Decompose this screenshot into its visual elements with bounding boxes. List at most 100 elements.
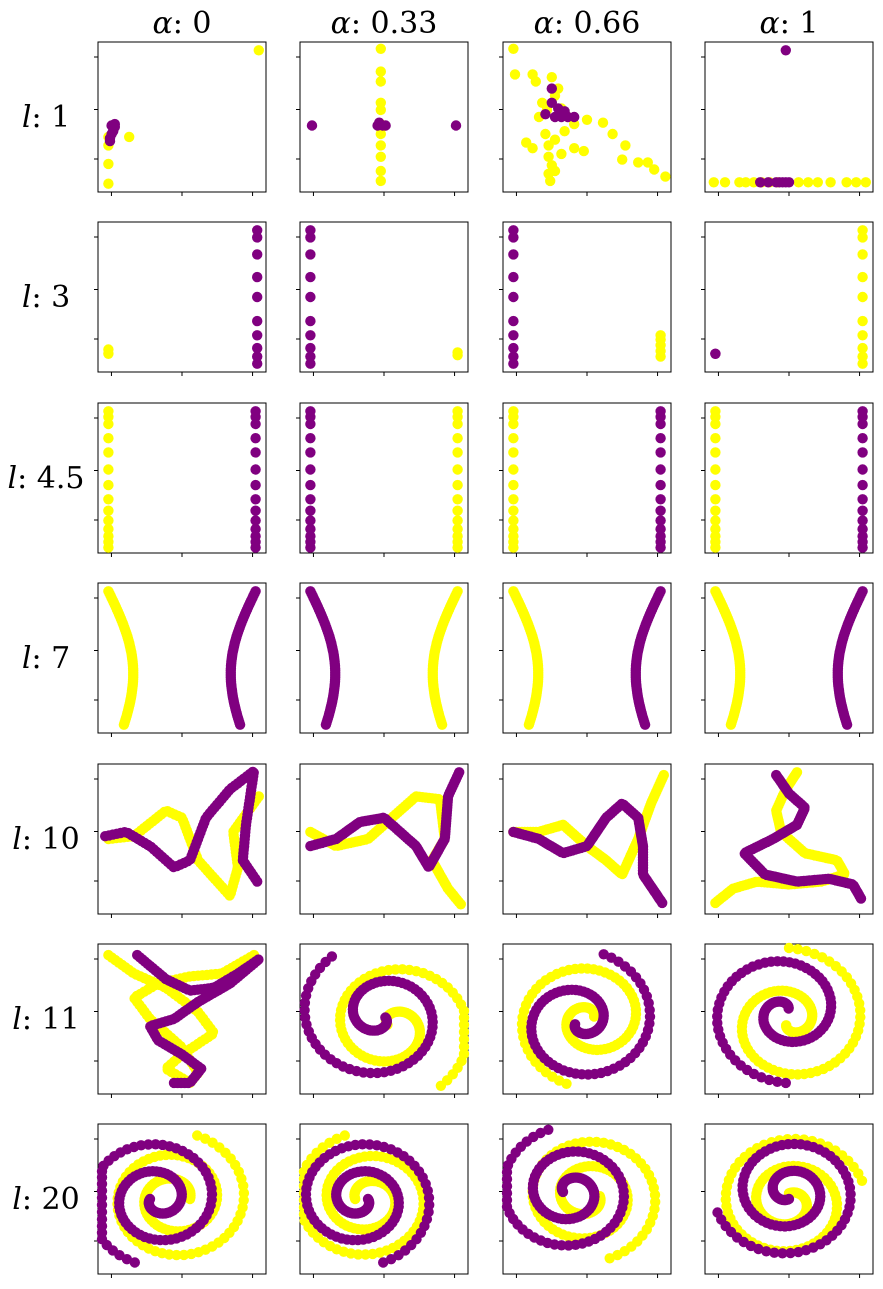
point-yellow [857, 342, 868, 354]
point-yellow [360, 1249, 371, 1260]
point-yellow [612, 1249, 623, 1261]
point-yellow [103, 523, 114, 535]
point-yellow [452, 406, 463, 417]
point-yellow [857, 315, 868, 327]
point-yellow [508, 494, 519, 505]
point-purple [250, 433, 261, 444]
point-purple [710, 348, 721, 359]
point-yellow [617, 154, 628, 165]
panel-r3-c4 [701, 402, 874, 557]
point-yellow [103, 494, 114, 505]
point-purple [306, 120, 318, 131]
point-purple [857, 433, 868, 444]
column-title-symbol: α [534, 6, 554, 41]
row-label-value: : 10 [22, 822, 80, 857]
panel-r7-c1 [94, 1123, 267, 1278]
row-label-value: : 20 [22, 1182, 80, 1217]
row-label-symbol: l [22, 641, 32, 676]
panel-frame [502, 221, 672, 373]
point-purple [508, 351, 519, 362]
point-yellow [452, 479, 463, 491]
point-yellow [452, 464, 463, 475]
point-purple [252, 225, 263, 236]
point-yellow [118, 719, 130, 730]
point-purple [305, 225, 316, 236]
point-yellow [375, 76, 386, 87]
point-purple [712, 1207, 723, 1218]
point-purple [252, 315, 263, 327]
point-yellow [253, 45, 264, 56]
point-purple [305, 523, 316, 535]
point-purple [305, 342, 316, 354]
panel-frame [299, 402, 469, 554]
point-purple [250, 464, 261, 475]
point-yellow [710, 464, 721, 475]
column-title-2: α: 0.33 [331, 6, 438, 41]
panel-frame [97, 402, 267, 554]
point-yellow [124, 131, 135, 143]
point-yellow [455, 899, 466, 910]
column-title-symbol: α [760, 6, 780, 41]
point-purple [299, 1005, 310, 1016]
panel-r1-c3 [499, 41, 672, 196]
panel-frame [97, 41, 267, 193]
point-purple [250, 447, 261, 458]
point-purple [855, 893, 867, 904]
point-yellow [710, 433, 721, 444]
point-yellow [710, 523, 721, 535]
point-purple [252, 249, 263, 260]
row-label-symbol: l [22, 100, 32, 135]
point-yellow [103, 178, 114, 189]
panel-r2-c3 [499, 221, 672, 376]
point-yellow [584, 1136, 595, 1148]
point-purple [763, 177, 774, 188]
point-yellow [860, 177, 871, 188]
point-purple [129, 1257, 140, 1268]
point-yellow [549, 165, 561, 177]
point-purple [655, 479, 666, 491]
point-purple [540, 109, 551, 120]
point-purple [655, 464, 666, 475]
point-yellow [740, 177, 751, 188]
point-purple [305, 494, 316, 505]
point-purple [252, 351, 263, 362]
row-label-symbol: l [8, 461, 18, 496]
point-purple [305, 447, 316, 458]
point-purple [508, 225, 519, 236]
point-purple [305, 330, 316, 341]
column-title-4: α: 1 [760, 6, 819, 41]
point-purple [305, 406, 316, 417]
point-yellow [200, 1133, 211, 1144]
row-label-1: l: 1 [22, 100, 70, 135]
point-yellow [253, 791, 264, 802]
point-purple [772, 1076, 783, 1088]
point-yellow [543, 140, 554, 151]
row-label-5: l: 10 [12, 822, 79, 857]
point-purple [764, 1074, 775, 1086]
panel-r2-c4 [701, 221, 874, 376]
point-purple [305, 291, 316, 303]
panel-r6-c1 [94, 943, 267, 1098]
point-yellow [841, 177, 852, 188]
point-yellow [458, 1041, 470, 1052]
point-purple [250, 494, 261, 505]
point-yellow [556, 148, 567, 160]
point-purple [250, 523, 261, 535]
column-title-value: : 0.66 [554, 6, 640, 41]
point-purple [508, 315, 519, 327]
point-yellow [508, 447, 519, 458]
point-yellow [581, 114, 593, 126]
point-purple [756, 1072, 767, 1083]
point-yellow [851, 177, 862, 188]
point-purple [857, 479, 868, 491]
point-purple [150, 1139, 161, 1150]
point-yellow [375, 175, 386, 187]
point-yellow [508, 464, 519, 475]
panel-r5-c1 [94, 763, 267, 918]
row-label-symbol: l [12, 822, 22, 857]
panel-frame [704, 402, 874, 554]
point-yellow [375, 104, 386, 116]
point-yellow [857, 271, 868, 283]
column-title-value: : 0 [173, 6, 212, 41]
